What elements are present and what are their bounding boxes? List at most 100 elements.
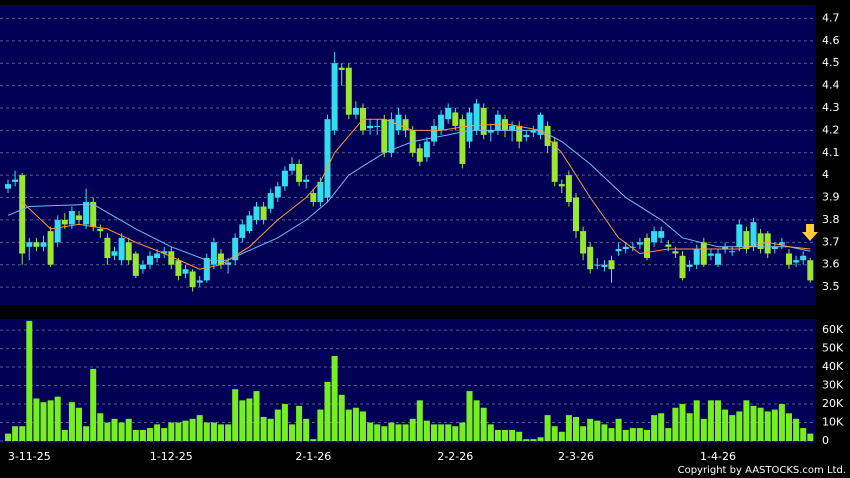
volume-bar	[267, 418, 274, 441]
volume-bar	[246, 398, 253, 441]
volume-bar	[537, 437, 544, 441]
volume-bar	[658, 413, 665, 441]
candle-body	[83, 202, 90, 225]
candle-body	[260, 206, 267, 220]
volume-bar	[367, 422, 374, 441]
candle-body	[40, 242, 47, 247]
volume-bar	[736, 411, 743, 441]
candle-body	[615, 249, 622, 252]
y-tick-label: 3.5	[822, 280, 840, 293]
candle-body	[551, 141, 558, 182]
candle-body	[402, 119, 409, 131]
candle-body	[118, 237, 125, 261]
candle-body	[132, 253, 139, 276]
volume-bar	[154, 424, 161, 441]
volume-bar	[494, 429, 501, 441]
volume-bar	[281, 404, 288, 441]
volume-bar	[778, 404, 785, 441]
candle-body	[310, 193, 317, 203]
candle-body	[679, 255, 686, 279]
volume-bar	[289, 424, 295, 441]
volume-bar	[452, 426, 459, 441]
candle-body	[445, 107, 452, 120]
volume-bar	[260, 416, 267, 441]
volume-bar	[722, 409, 729, 441]
candle-body	[367, 125, 374, 129]
copyright: Copyright by AASTOCKS.com Ltd.	[678, 465, 846, 476]
volume-bar	[97, 413, 104, 441]
plot-layer: 3.5 3.6 3.7 3.8 3.9 4 4.1 4.2 4.3 4.4 4.5 4.6 4.7 0 10…	[0, 11, 844, 463]
volume-bar	[651, 415, 658, 441]
volume-bar	[196, 415, 203, 441]
y-tick-label: 4.7	[822, 11, 840, 24]
candle-body	[608, 260, 615, 270]
candle-body	[516, 125, 523, 142]
candle-body	[239, 224, 246, 238]
y-tick-label: 20K	[822, 397, 844, 410]
volume-bar	[253, 391, 260, 441]
candle-body	[267, 193, 274, 209]
volume-bar	[729, 415, 736, 441]
candle-body	[665, 244, 672, 247]
moving-average-line	[7, 129, 811, 261]
candle-body	[423, 141, 430, 158]
candle-body	[147, 255, 153, 265]
volume-bar	[296, 405, 303, 441]
candle-body	[565, 175, 572, 203]
candle-body	[352, 107, 359, 115]
volume-bar	[395, 424, 402, 441]
volume-bar	[232, 389, 239, 441]
volume-bar	[544, 415, 551, 441]
volume-bar	[61, 429, 68, 441]
volume-bar	[693, 400, 700, 441]
volume-bar	[360, 411, 366, 441]
volume-bar	[90, 368, 97, 441]
candle-body	[807, 260, 814, 281]
volume-bar	[743, 400, 750, 441]
candle-body	[281, 170, 288, 187]
volume-bar	[210, 422, 217, 441]
candle-body	[54, 219, 61, 243]
y-tick-label: 30K	[822, 379, 844, 392]
y-tick-label: 4.1	[822, 146, 840, 159]
x-tick-label: 2-2-26	[437, 450, 473, 463]
candle-body	[111, 251, 118, 256]
volume-bar	[423, 420, 430, 441]
candle-body	[395, 114, 402, 131]
candle-body	[296, 163, 303, 182]
y-tick-label: 4.6	[822, 34, 840, 47]
volume-bar	[76, 407, 82, 441]
candle-body	[90, 202, 97, 227]
y-tick-label: 60K	[822, 323, 844, 336]
candle-body	[19, 175, 26, 254]
candle-body	[736, 224, 743, 247]
candle-body	[218, 253, 224, 265]
volume-bar	[352, 407, 359, 441]
candle-body	[189, 271, 196, 288]
candle-body	[452, 112, 459, 126]
candle-body	[97, 228, 104, 232]
candle-body	[175, 260, 182, 276]
volume-bar	[807, 433, 814, 441]
volume-bar	[608, 428, 615, 441]
signal-arrow	[802, 224, 818, 241]
y-tick-label: 0	[822, 434, 829, 447]
candle-body	[374, 125, 381, 127]
y-tick-label: 3.8	[822, 213, 840, 226]
candle-body	[125, 242, 132, 261]
candle-body	[274, 186, 281, 198]
candle-body	[800, 255, 807, 261]
volume-bar	[786, 413, 792, 441]
candle-body	[629, 246, 636, 248]
volume-bar	[700, 418, 707, 441]
candle-body	[636, 242, 643, 245]
candle-body	[558, 184, 565, 187]
x-tick-label: 1-4-26	[700, 450, 736, 463]
volume-bar	[565, 415, 572, 441]
candle-body	[715, 253, 721, 265]
volume-bar	[104, 422, 111, 441]
volume-bar	[622, 429, 629, 441]
y-tick-label: 4.3	[822, 101, 840, 114]
candle-body	[33, 242, 40, 247]
